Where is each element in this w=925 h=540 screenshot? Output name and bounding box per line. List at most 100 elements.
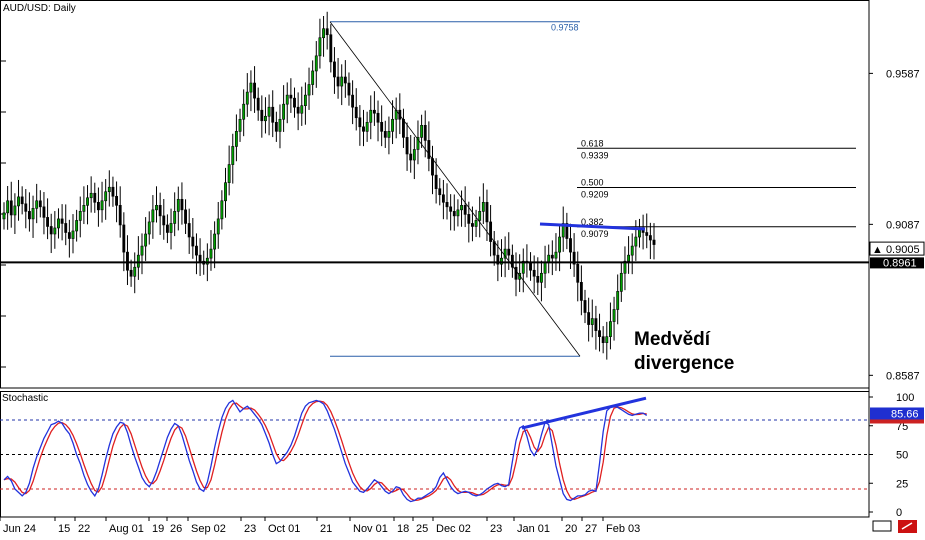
candle-body-down [380, 121, 384, 132]
candle-body-down [158, 205, 162, 217]
candle-body-down [129, 269, 133, 277]
candle-body-up [311, 70, 315, 85]
candle-body-down [434, 174, 438, 190]
candle-body-up [6, 200, 10, 214]
candle-body-down [354, 106, 358, 119]
candle-body-down [569, 238, 572, 253]
candle-body-down [438, 188, 442, 196]
candle-body-down [329, 34, 333, 63]
stochastic-current-label: 85.66 [891, 408, 919, 420]
candle-body-down [93, 192, 97, 203]
stochastic-k-line [3, 399, 648, 503]
candle-body-up [612, 309, 616, 322]
candle-body-down [165, 224, 169, 233]
candle-body-up [104, 191, 108, 202]
candle-body-down [645, 232, 649, 236]
candle-body-down [9, 200, 13, 216]
fib-high-label: 0.9758 [551, 23, 579, 33]
candle-body-up [53, 227, 57, 235]
candle-body-down [405, 137, 409, 155]
price-panel: 0.9758 0.618 0.9339 0.500 0.9209 0.382 0.9079 A… [0, 1, 869, 374]
time-axis-label: 26 [170, 523, 182, 535]
candle-body-up [300, 105, 304, 114]
current-price-tag [869, 241, 925, 256]
candle-body-up [608, 321, 612, 337]
candle-body-up [231, 146, 235, 165]
candle-body-down [38, 200, 42, 208]
candle-body-up [13, 205, 17, 216]
fib-level-price: 0.9209 [581, 190, 609, 200]
candle-body-up [561, 223, 565, 238]
candle-body-up [481, 202, 485, 212]
time-axis-label: Jan 01 [517, 523, 550, 535]
candle-body-up [89, 192, 93, 199]
candle-body-down [383, 131, 387, 138]
candle-body-down [431, 158, 434, 176]
time-axis-label: 23 [490, 523, 502, 535]
candle-body-up [133, 266, 137, 277]
candle-body-down [441, 194, 445, 203]
candle-body-up [205, 257, 209, 265]
candle-body-down [67, 232, 71, 239]
candle-body-up [412, 149, 416, 161]
candle-body-down [648, 235, 652, 241]
close-panel-icon-glyph [901, 522, 913, 530]
candle-body-up [17, 196, 20, 207]
time-axis-label: 18 [397, 523, 409, 535]
candle-body-down [325, 28, 329, 36]
candle-body-down [198, 254, 202, 262]
time-axis-label: 27 [585, 523, 597, 535]
candle-body-down [471, 223, 474, 227]
candle-body-down [445, 202, 449, 208]
candle-body-up [245, 91, 249, 105]
candle-body-down [507, 248, 511, 256]
price-divergence-line [539, 222, 646, 231]
candle-body-up [31, 208, 35, 220]
candle-body-down [293, 97, 296, 108]
candle-body-down [536, 275, 540, 283]
candle-body-down [529, 262, 532, 271]
candle-body-down [180, 198, 184, 211]
candle-body-up [2, 212, 6, 220]
candle-body-up [176, 198, 180, 212]
candle-body-up [136, 254, 140, 268]
candle-body-up [627, 254, 631, 262]
candle-body-up [634, 236, 638, 247]
fib-level-ratio: 0.500 [581, 178, 604, 188]
candle-body-up [478, 211, 482, 221]
price-axis-label: 0.8587 [886, 370, 920, 382]
candle-body-down [347, 82, 351, 96]
candle-body-down [532, 269, 536, 277]
candle-body-down [485, 202, 489, 223]
candle-body-down [336, 76, 340, 87]
candle-body-down [587, 312, 591, 325]
chart-title: AUD/USD: Daily [3, 3, 76, 14]
stochastic-axis-label: 100 [896, 392, 914, 404]
stochastic-d-line [3, 400, 647, 502]
candle-body-down [274, 121, 278, 132]
candle-body-up [540, 272, 543, 283]
candle-body-down [362, 126, 365, 132]
candle-body-up [543, 262, 547, 274]
candle-body-down [20, 196, 24, 205]
candle-body-up [619, 272, 623, 292]
candle-body-up [456, 209, 460, 217]
time-axis-label: 23 [244, 523, 256, 535]
candle-body-down [27, 211, 31, 220]
candle-body-down [427, 140, 431, 159]
candle-body-up [147, 221, 151, 235]
candle-body-down [187, 223, 191, 238]
candle-body-down [253, 82, 256, 99]
candle-body-up [365, 121, 369, 132]
candle-body-up [369, 109, 373, 123]
candle-body-down [467, 214, 471, 224]
candle-body-down [122, 224, 126, 253]
candle-body-up [267, 106, 271, 117]
candle-body-up [391, 118, 394, 132]
candle-body-down [423, 125, 427, 141]
candle-body-down [372, 109, 376, 114]
candle-body-down [452, 211, 456, 217]
